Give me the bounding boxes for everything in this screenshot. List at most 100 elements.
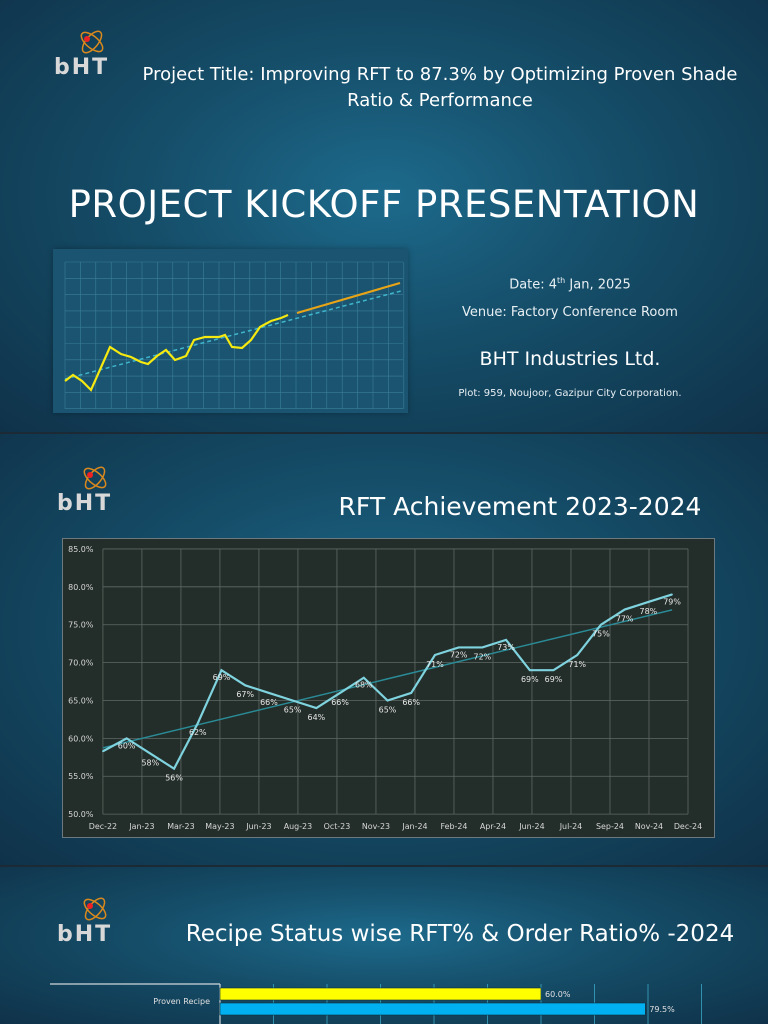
- x-tick-label: Mar-23: [167, 822, 194, 831]
- data-label: 65%: [284, 705, 302, 714]
- data-point: [647, 601, 650, 603]
- data-label: 56%: [165, 774, 183, 783]
- data-label: 72%: [474, 652, 492, 661]
- y-tick-label: 85.0%: [68, 545, 94, 554]
- data-label: 58%: [142, 758, 160, 767]
- data-point: [149, 752, 152, 755]
- data-label: 71%: [426, 660, 444, 669]
- x-tick-label: Jun-23: [245, 822, 271, 831]
- data-label: 67%: [236, 690, 254, 699]
- x-tick-label: Nov-24: [635, 822, 663, 831]
- orbit-icon: [83, 467, 107, 489]
- slide-rft-achievement: bHT RFT Achievement 2023-2024 50.0% 55.0%…: [0, 434, 768, 865]
- data-point: [457, 646, 460, 649]
- date-sup: th: [557, 276, 566, 285]
- data-point: [623, 608, 626, 611]
- y-tick-label: 80.0%: [68, 583, 94, 592]
- orbit-icon: [80, 31, 104, 53]
- date-text: Date: 4th Jan, 2025: [420, 276, 720, 292]
- data-label: 71%: [568, 660, 586, 669]
- x-tick-label: Dec-24: [674, 822, 702, 831]
- x-tick-label: Dec-22: [89, 822, 117, 831]
- data-label: 69%: [213, 673, 231, 682]
- logo-text: bHT: [57, 491, 112, 514]
- nucleus-icon: [87, 903, 93, 909]
- data-label: 64%: [308, 713, 326, 722]
- y-tick-label: 60.0%: [68, 734, 94, 743]
- data-label: 75%: [592, 630, 610, 639]
- rft-series-line: [102, 593, 673, 771]
- data-label: 66%: [260, 698, 278, 707]
- x-tick-label: Nov-23: [362, 822, 390, 831]
- date-suffix: Jan, 2025: [565, 277, 631, 293]
- data-point: [220, 669, 223, 671]
- bht-logo: bHT: [53, 895, 133, 947]
- y-tick-label: 65.0%: [68, 696, 94, 705]
- project-title: Project Title: Improving RFT to 87.3% by…: [142, 64, 738, 111]
- y-tick-label: 75.0%: [68, 621, 94, 630]
- slide-title: bHT Project Title: Improving RFT to 87.3…: [0, 0, 768, 432]
- date-prefix: Date: 4: [509, 277, 558, 293]
- data-point: [125, 737, 128, 740]
- category-label: Proven Recipe: [153, 997, 210, 1006]
- slide-recipe-status: bHT Recipe Status wise RFT% & Order Rati…: [0, 867, 768, 1024]
- data-label: 69%: [521, 675, 539, 684]
- data-label: 77%: [616, 614, 634, 623]
- main-heading: PROJECT KICKOFF PRESENTATION: [68, 183, 700, 226]
- data-point: [268, 692, 270, 694]
- y-tick-label: 55.0%: [68, 772, 94, 781]
- forecast-line: [296, 281, 401, 315]
- orbit-icon: [83, 898, 107, 920]
- data-point: [173, 767, 175, 770]
- bar: [219, 1002, 646, 1016]
- x-tick-label: Jul-24: [559, 822, 583, 831]
- x-tick-label: Jan-23: [128, 822, 154, 831]
- history-line: [64, 313, 289, 392]
- data-point: [386, 699, 389, 702]
- data-point: [505, 639, 507, 641]
- data-point: [481, 646, 484, 649]
- data-point: [434, 654, 436, 656]
- x-tick-label: Oct-23: [324, 822, 351, 831]
- data-label: 65%: [379, 705, 397, 714]
- recipe-bar-chart: Proven Recipe 60.0% 79.5%: [50, 983, 702, 1024]
- bar-value-label: 79.5%: [649, 1005, 675, 1014]
- data-point: [339, 692, 341, 694]
- x-tick-label: Jun-24: [518, 822, 544, 831]
- data-point: [362, 676, 365, 679]
- data-label: 60%: [118, 741, 136, 750]
- decorative-trend-graphic: [53, 249, 408, 413]
- nucleus-icon: [84, 36, 90, 42]
- y-tick-label: 50.0%: [68, 810, 94, 819]
- x-tick-label: Jan-24: [401, 822, 427, 831]
- data-label: 78%: [640, 607, 658, 616]
- logo-text: bHT: [54, 55, 109, 78]
- data-label: 66%: [331, 698, 349, 707]
- rft-line-chart: 50.0% 55.0% 60.0% 65.0% 70.0% 75.0% 80.0% 85.0%…: [62, 538, 715, 838]
- data-label: 72%: [450, 650, 468, 659]
- data-label: 62%: [189, 728, 207, 737]
- bht-logo: bHT: [50, 28, 130, 80]
- data-point: [552, 669, 555, 671]
- data-point: [196, 722, 199, 725]
- slide-title: RFT Achievement 2023-2024: [338, 492, 702, 521]
- data-point: [576, 654, 579, 656]
- company-address: Plot: 959, Noujoor, Gazipur City Corpora…: [458, 388, 682, 399]
- x-tick-label: Feb-24: [440, 822, 467, 831]
- y-tick-label: 70.0%: [68, 659, 94, 668]
- data-point: [529, 669, 531, 671]
- x-tick-label: May-23: [205, 822, 234, 831]
- venue-text: Venue: Factory Conference Room: [462, 305, 678, 320]
- data-point: [244, 684, 247, 687]
- data-point: [102, 750, 104, 753]
- data-point: [410, 692, 413, 694]
- logo-text: bHT: [57, 922, 112, 945]
- data-label: 69%: [545, 675, 563, 684]
- x-tick-label: Apr-24: [480, 822, 506, 831]
- bht-logo: bHT: [53, 464, 133, 516]
- data-label: 66%: [402, 698, 420, 707]
- data-point: [291, 699, 294, 702]
- x-tick-label: Sep-24: [596, 822, 624, 831]
- nucleus-icon: [87, 472, 93, 478]
- bar-value-label: 60.0%: [545, 990, 571, 999]
